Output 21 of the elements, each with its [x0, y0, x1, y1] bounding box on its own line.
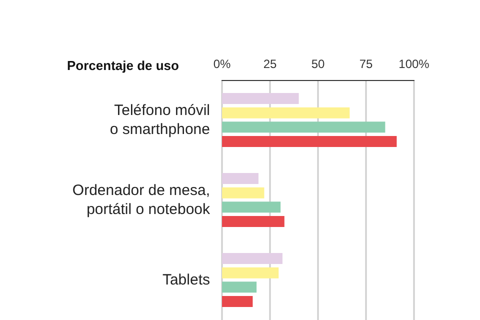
bar	[222, 136, 397, 147]
x-tick-label: 100%	[398, 57, 430, 71]
bar	[222, 253, 282, 264]
bar	[222, 187, 264, 198]
x-tick-label: 0%	[213, 57, 231, 71]
bar	[222, 93, 299, 104]
chart-title: Porcentaje de uso	[67, 58, 180, 73]
bar	[222, 122, 386, 133]
x-tick-label: 50	[311, 57, 325, 71]
bar	[222, 267, 279, 278]
x-tick-label: 75	[359, 57, 373, 71]
y-tick-label: Ordenador de mesa, portátil o notebook	[72, 182, 210, 218]
bar	[222, 107, 350, 118]
x-tick-label: 25	[263, 57, 277, 71]
bar	[222, 296, 253, 307]
bar	[222, 202, 281, 213]
y-tick-label: Teléfono móvil o smarthphone	[110, 102, 210, 138]
bar	[222, 173, 258, 184]
bar	[222, 282, 257, 293]
y-tick-label: Tablets	[162, 272, 210, 288]
bar	[222, 216, 284, 227]
